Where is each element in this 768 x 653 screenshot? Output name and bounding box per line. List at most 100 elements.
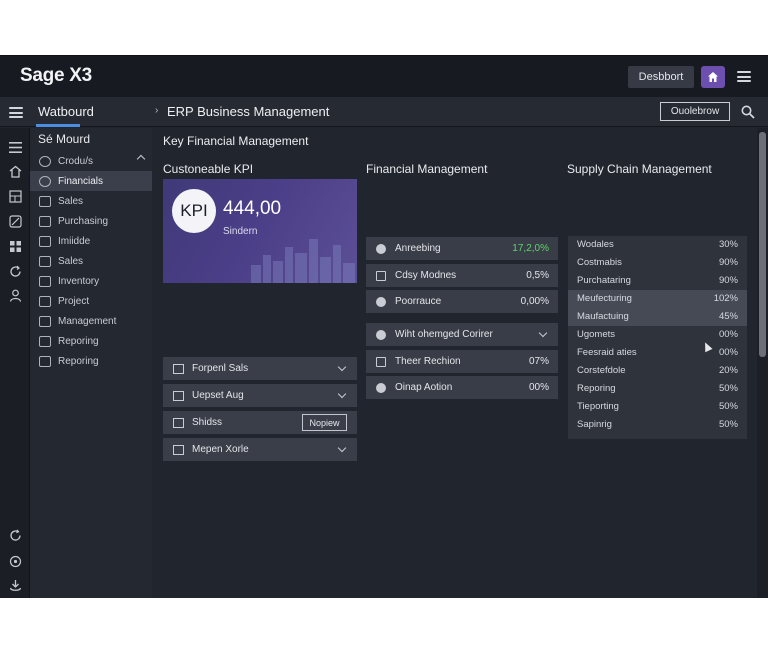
- monitor-icon: [39, 315, 51, 327]
- rail-chart-icon[interactable]: [8, 189, 22, 203]
- sidebar-item-inside[interactable]: Imiidde: [30, 231, 152, 251]
- rail-sync-icon[interactable]: [8, 528, 22, 542]
- table-icon: [39, 235, 51, 247]
- table-row[interactable]: Meufecturing 102%: [568, 290, 747, 308]
- financial-row[interactable]: Anreebing 17,2,0%: [366, 237, 558, 260]
- supply-chain-table: Wodales 30% Costmabis 90% Purchataring 90% …: [568, 236, 747, 439]
- rail-target-icon[interactable]: [8, 554, 22, 568]
- supply-title: Supply Chain Management: [567, 162, 712, 176]
- kpi-badge: KPI: [172, 189, 216, 233]
- table-row[interactable]: Wodales 30%: [568, 236, 747, 254]
- chevron-down-icon[interactable]: [337, 362, 347, 372]
- kpi-background-graphic: [247, 223, 357, 283]
- breadcrumb: ERP Business Management: [167, 104, 330, 119]
- kpi-dropdown-2[interactable]: Uepset Aug: [163, 384, 357, 407]
- kpi-title: Custoneable KPI: [163, 162, 254, 176]
- grid-icon: [173, 444, 184, 455]
- sidebar-item-management[interactable]: Management: [30, 311, 152, 331]
- financial-dropdown[interactable]: Wiht ohemged Corirer: [366, 323, 558, 346]
- sidebar-item-label: Sales: [58, 255, 84, 267]
- sub-header: Watbourd › ERP Business Management Ouole…: [0, 97, 768, 127]
- financial-value: 0,00%: [520, 296, 549, 307]
- financial-row[interactable]: Theer Rechion 07%: [366, 350, 558, 373]
- row-value: 30%: [718, 239, 738, 250]
- table-row[interactable]: Tieporting 50%: [568, 398, 747, 416]
- row-name: Meufecturing: [577, 293, 632, 304]
- sidebar-item-label: Reporing: [58, 355, 99, 367]
- rail-tag-icon[interactable]: [8, 214, 22, 228]
- financial-value: 0,5%: [526, 270, 549, 281]
- table-row[interactable]: Ugomets 00%: [568, 326, 747, 344]
- sidebar-item-purchasing[interactable]: Purchasing: [30, 211, 152, 231]
- sidebar-item-products[interactable]: Crodu/s: [30, 151, 152, 171]
- row-name: Maufactuing: [577, 311, 629, 322]
- chart-icon: [173, 417, 184, 428]
- sidebar-item-label: Project: [58, 295, 90, 307]
- sidebar: Sé Mourd Crodu/s Financials Sales Purcha…: [30, 128, 152, 598]
- kpi-card[interactable]: KPI 444,00 Sindern: [163, 179, 357, 283]
- top-header: Sage X3 Desbbort: [0, 56, 768, 97]
- box-icon: [173, 390, 184, 401]
- kpi-value: 444,00: [223, 198, 282, 219]
- chevron-down-icon[interactable]: [337, 389, 347, 399]
- sidebar-item-sales[interactable]: Sales: [30, 191, 152, 211]
- chevron-down-icon[interactable]: [337, 443, 347, 453]
- hamburger-icon[interactable]: [737, 71, 751, 82]
- home-button[interactable]: [701, 66, 725, 88]
- row-value: 90%: [718, 257, 738, 268]
- target-icon: [376, 382, 386, 393]
- play-icon: [376, 243, 386, 254]
- sidebar-item-sales-2[interactable]: Sales: [30, 251, 152, 271]
- sidebar-item-inventory[interactable]: Inventory: [30, 271, 152, 291]
- chevron-up-icon[interactable]: [136, 154, 146, 164]
- dropdown-label: Uepset Aug: [192, 390, 244, 401]
- rail-refresh-icon[interactable]: [8, 264, 22, 278]
- sidebar-item-label: Purchasing: [58, 215, 109, 227]
- row-value: 50%: [718, 383, 738, 394]
- financial-row[interactable]: Cdsy Modnes 0,5%: [366, 264, 558, 287]
- kpi-dropdown-1[interactable]: Forpenl Sals: [163, 357, 357, 380]
- overview-button[interactable]: Ouolebrow: [660, 102, 730, 121]
- table-row[interactable]: Reporing 50%: [568, 380, 747, 398]
- sidebar-item-label: Reporing: [58, 335, 99, 347]
- inventory-icon: [39, 275, 51, 287]
- preview-button[interactable]: Nopiew: [302, 414, 347, 431]
- menu-icon[interactable]: [9, 107, 23, 118]
- table-row[interactable]: Maufactuing 45%: [568, 308, 747, 326]
- kpi-dropdown-4[interactable]: Mepen Xorle: [163, 438, 357, 461]
- rail-grid-icon[interactable]: [8, 239, 22, 253]
- rail-menu-icon[interactable]: [8, 140, 22, 154]
- sidebar-item-financials[interactable]: Financials: [30, 171, 152, 191]
- rail-home-icon[interactable]: [8, 164, 22, 178]
- sidebar-item-project[interactable]: Project: [30, 291, 152, 311]
- rail-user-icon[interactable]: [8, 288, 22, 302]
- table-row[interactable]: Feesraid aties 00%: [568, 344, 747, 362]
- financial-row[interactable]: Poorrauce 0,00%: [366, 290, 558, 313]
- search-icon[interactable]: [741, 105, 755, 119]
- table-row[interactable]: Corstefdole 20%: [568, 362, 747, 380]
- financial-value: 07%: [528, 356, 549, 367]
- sidebar-item-label: Inventory: [58, 275, 100, 287]
- vertical-scrollbar[interactable]: [757, 128, 768, 598]
- kpi-dropdown-3[interactable]: Shidss Nopiew: [163, 411, 357, 434]
- chevron-down-icon[interactable]: [538, 328, 548, 338]
- sidebar-item-label: Financials: [58, 175, 104, 187]
- cart-icon: [39, 215, 51, 227]
- table-row[interactable]: Costmabis 90%: [568, 254, 747, 272]
- table-row[interactable]: Purchataring 90%: [568, 272, 747, 290]
- sidebar-item-label: Crodu/s: [58, 155, 94, 167]
- financial-row[interactable]: Oinap Aotion 00%: [366, 376, 558, 399]
- row-name: Sapinrig: [577, 419, 612, 430]
- list-icon: [39, 195, 51, 207]
- financial-title: Financial Management: [366, 162, 488, 176]
- workbench-tab[interactable]: Watbourd: [38, 104, 94, 119]
- rail-download-icon[interactable]: [8, 578, 22, 592]
- row-name: Reporing: [577, 383, 616, 394]
- dashboard-button[interactable]: Desbbort: [628, 66, 694, 88]
- sidebar-item-reporting-2[interactable]: Reporing: [30, 351, 152, 371]
- scrollbar-thumb[interactable]: [759, 132, 766, 357]
- row-name: Ugomets: [577, 329, 616, 340]
- breadcrumb-separator: ›: [155, 105, 159, 116]
- sidebar-item-reporting[interactable]: Reporing: [30, 331, 152, 351]
- table-row[interactable]: Sapinrig 50%: [568, 416, 747, 434]
